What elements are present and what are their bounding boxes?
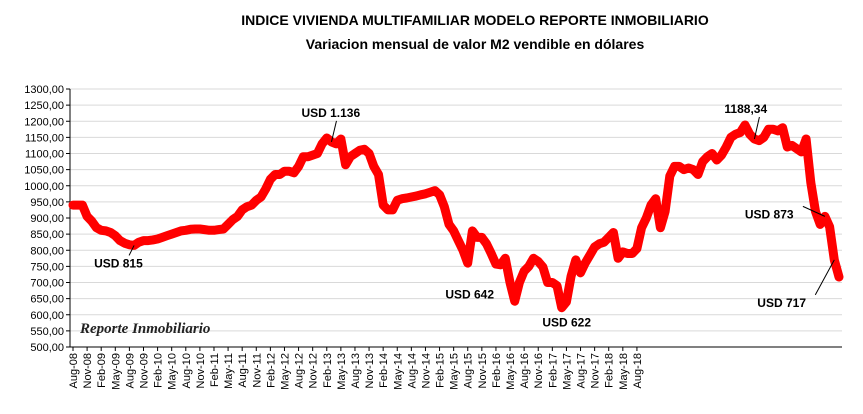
y-tick-label: 900,00 (30, 213, 64, 225)
x-tick-label: May-10 (167, 353, 179, 390)
x-tick-label: Nov-10 (195, 353, 207, 388)
x-tick-label: Aug-11 (237, 353, 249, 388)
x-tick-label: Feb-09 (96, 353, 108, 388)
x-tick-label: May-13 (336, 353, 348, 390)
x-tick-label: Aug-14 (406, 353, 418, 388)
annotation-label: 1188,34 (724, 102, 767, 116)
x-tick-label: Nov-08 (82, 353, 94, 388)
x-tick-label: May-09 (110, 353, 122, 390)
y-tick-label: 800,00 (30, 245, 64, 257)
x-tick-label: May-17 (561, 353, 573, 390)
annotation-label: USD 642 (445, 287, 494, 301)
x-tick-label: Nov-11 (251, 353, 263, 388)
annotation-leader (128, 245, 135, 256)
x-tick-label: Aug-08 (68, 353, 80, 388)
y-tick-label: 550,00 (30, 326, 64, 338)
annotation-label: USD 815 (94, 256, 143, 270)
y-tick-label: 850,00 (30, 229, 64, 241)
x-tick-label: May-15 (449, 353, 461, 390)
x-tick-label: Aug-17 (576, 353, 588, 388)
y-tick-label: 1100,00 (25, 149, 64, 161)
y-tick-label: 700,00 (30, 278, 64, 290)
annotation-label: USD 873 (745, 207, 794, 221)
x-tick-label: Nov-16 (533, 353, 545, 388)
x-tick-label: Nov-14 (420, 353, 432, 388)
chart-title: INDICE VIVIENDA MULTIFAMILIAR MODELO REP… (241, 12, 709, 28)
x-tick-label: Aug-09 (124, 353, 136, 388)
annotation-leader (330, 120, 337, 143)
x-tick-label: May-16 (505, 353, 517, 390)
annotation-leader (753, 116, 760, 140)
x-tick-label: May-11 (223, 353, 235, 389)
x-tick-label: Aug-10 (181, 353, 193, 388)
y-tick-label: 1200,00 (24, 116, 64, 128)
annotation-leader (802, 205, 826, 217)
annotation-label: USD 622 (542, 316, 591, 330)
y-tick-label: 1050,00 (24, 165, 64, 177)
x-tick-label: Feb-18 (604, 353, 616, 388)
y-tick-label: 500,00 (30, 342, 64, 354)
x-tick-label: Feb-10 (153, 353, 165, 388)
x-tick-label: Nov-17 (590, 353, 602, 388)
y-tick-label: 600,00 (30, 310, 64, 322)
y-tick-label: 1300,00 (24, 84, 64, 96)
x-tick-label: Feb-17 (547, 353, 559, 388)
x-tick-label: May-12 (279, 353, 291, 390)
x-tick-label: May-14 (392, 353, 404, 390)
x-tick-label: Aug-15 (463, 353, 475, 388)
x-tick-label: Aug-18 (632, 353, 644, 388)
annotation-label: USD 1.136 (301, 106, 360, 120)
y-tick-label: 1000,00 (24, 181, 64, 193)
data-annotations: USD 815 USD 1.136 USD 642 USD 622 1188,34 USD… (94, 102, 835, 330)
x-tick-label: Nov-15 (477, 353, 489, 388)
x-tick-label: Feb-12 (265, 353, 277, 388)
x-tick-label: May-18 (618, 353, 630, 390)
y-axis-ticks: 500,00 550,00 600,00 650,00 700,00 750,00 800,… (24, 84, 70, 354)
x-tick-label: Nov-13 (364, 353, 376, 388)
x-tick-label: Feb-11 (209, 353, 221, 387)
x-tick-label: Feb-16 (491, 353, 503, 388)
x-tick-label: Nov-09 (138, 353, 150, 388)
x-axis-ticks: Aug-08 Nov-08 Feb-09 May-09 Aug-09 Nov-09 Feb-… (68, 347, 644, 390)
annotation-leader (814, 259, 835, 296)
y-tick-label: 750,00 (30, 261, 64, 273)
x-tick-label: Nov-12 (308, 353, 320, 388)
y-tick-label: 1250,00 (24, 100, 64, 112)
y-tick-label: 650,00 (30, 294, 64, 306)
x-tick-label: Aug-12 (294, 353, 306, 388)
x-tick-label: Feb-14 (378, 353, 390, 388)
x-tick-label: Aug-16 (519, 353, 531, 388)
brand-watermark: Reporte Inmobiliario (79, 321, 210, 337)
x-tick-label: Feb-13 (322, 353, 334, 388)
y-tick-label: 1150,00 (25, 132, 64, 144)
chart-subtitle: Variacion mensual de valor M2 vendible e… (306, 36, 645, 52)
y-tick-label: 950,00 (30, 197, 64, 209)
annotation-label: USD 717 (757, 296, 806, 310)
series-line-indice (68, 120, 844, 313)
y-gridlines (70, 88, 842, 332)
x-tick-label: Aug-13 (350, 353, 362, 388)
x-tick-label: Feb-15 (435, 353, 447, 388)
